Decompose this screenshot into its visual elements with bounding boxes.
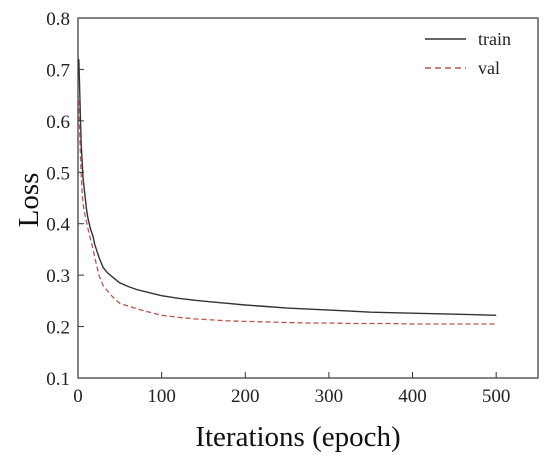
- plot-frame: [77, 17, 539, 379]
- y-tick-label: 0.1: [46, 369, 70, 390]
- legend-val-label: val: [478, 58, 500, 78]
- ticks: 0 100 200 300 400 500 0.1 0.2 0.3 0.4 0.5 0.6 0.7 0.8: [46, 9, 510, 407]
- legend: train val: [425, 29, 511, 78]
- x-tick-label: 400: [398, 386, 427, 407]
- x-tick-label: 300: [315, 386, 344, 407]
- x-axis-title: Iterations (epoch): [195, 421, 400, 453]
- x-tick-label: 500: [482, 386, 511, 407]
- y-tick-label: 0.5: [46, 163, 70, 184]
- axes: [77, 17, 539, 379]
- series-line-train: [78, 59, 497, 316]
- y-tick-label: 0.6: [46, 112, 70, 133]
- y-tick-label: 0.4: [46, 215, 70, 236]
- y-tick-label: 0.8: [46, 9, 70, 30]
- series-line-val: [78, 100, 497, 325]
- x-tick-label: 200: [231, 386, 260, 407]
- x-tick-label: 100: [147, 386, 176, 407]
- legend-train-label: train: [478, 29, 511, 49]
- series-layer: [78, 59, 497, 325]
- x-tick-label: 0: [73, 386, 83, 407]
- y-tick-label: 0.2: [46, 318, 70, 339]
- y-tick-label: 0.7: [46, 60, 70, 81]
- y-axis-title: Loss: [13, 173, 45, 228]
- y-tick-label: 0.3: [46, 266, 70, 287]
